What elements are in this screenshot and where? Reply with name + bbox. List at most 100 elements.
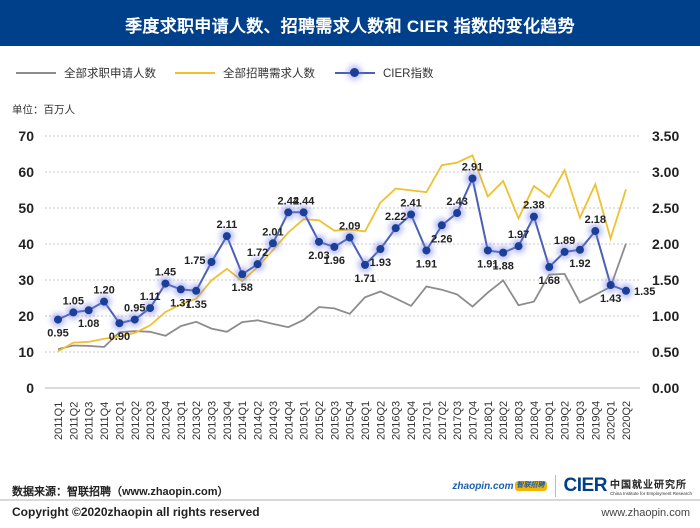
unit-label: 单位：百万人 [12, 104, 75, 116]
x-tick-label: 2015Q4 [345, 401, 357, 440]
cier-marker [422, 246, 431, 255]
x-tick-label: 2016Q2 [375, 401, 387, 440]
chart-header: 季度求职申请人数、招聘需求人数和 CIER 指数的变化趋势 [0, 0, 700, 46]
y2-tick-label: 2.00 [652, 236, 679, 252]
cier-data-label: 2.03 [308, 250, 329, 262]
grid-lines [45, 135, 640, 389]
cier-marker [284, 208, 293, 217]
cier-data-label: 0.95 [47, 328, 68, 340]
y-tick-label: 60 [18, 164, 34, 180]
cier-marker [545, 263, 554, 272]
cier-marker [407, 210, 416, 219]
x-tick-label: 2012Q2 [130, 401, 142, 440]
cier-data-label: 2.09 [339, 221, 360, 233]
y-tick-label: 30 [18, 272, 34, 288]
cier-data-label: 1.72 [247, 247, 268, 259]
x-tick-label: 2019Q4 [590, 401, 602, 440]
y-tick-label: 0 [26, 380, 34, 396]
cier-data-label: 1.75 [184, 255, 205, 267]
logo-separator [554, 475, 556, 497]
y2-tick-label: 1.00 [652, 308, 679, 324]
y2-tick-label: 3.50 [652, 128, 679, 144]
cier-marker [606, 281, 615, 290]
cier-marker [361, 260, 370, 269]
cier-data-label: 1.35 [634, 286, 655, 298]
cier-data-label: 1.88 [492, 261, 513, 273]
cier-data-label: 1.45 [155, 267, 176, 279]
y-axis-left: 0 10 20 30 40 50 60 70 [18, 128, 34, 396]
x-tick-label: 2011Q2 [68, 402, 80, 440]
x-tick-label: 2014Q4 [283, 401, 295, 440]
chart-title: 季度求职申请人数、招聘需求人数和 CIER 指数的变化趋势 [125, 17, 575, 36]
x-tick-label: 2015Q1 [299, 401, 311, 440]
cier-marker [299, 208, 308, 217]
cier-marker [54, 315, 62, 324]
x-tick-label: 2013Q2 [191, 401, 203, 440]
line-applicants [57, 243, 627, 350]
cier-data-label: 1.37 [170, 297, 191, 309]
x-tick-label: 2018Q1 [483, 401, 495, 440]
cier-data-label: 1.89 [554, 235, 575, 247]
legend-label-demand: 全部招聘需求人数 [223, 68, 315, 80]
x-tick-label: 2018Q4 [529, 401, 541, 440]
cier-data-label: 0.90 [109, 331, 130, 343]
cier-data-label: 2.18 [585, 214, 606, 226]
cier-marker [483, 246, 492, 255]
legend-swatch-demand [175, 72, 215, 74]
cier-marker [529, 212, 538, 221]
x-tick-label: 2011Q4 [99, 402, 111, 440]
cier-marker [391, 224, 400, 233]
cier-data-label: 1.08 [78, 318, 99, 330]
x-tick-label: 2019Q1 [544, 401, 556, 440]
cier-logo: CIER 中国就业研究所 China Institute for Employm… [564, 475, 692, 497]
x-axis: 2011Q1 2011Q2 2011Q3 2011Q4 2012Q1 2012Q2 2012… [53, 401, 633, 440]
zhaopin-logo: zhaopin.com 智联招聘 [452, 481, 547, 492]
cier-data-label: 2.11 [216, 219, 237, 231]
footer-divider [0, 499, 700, 501]
x-tick-label: 2020Q1 [606, 401, 618, 440]
cier-data-label: 1.20 [93, 285, 114, 297]
x-tick-label: 2017Q3 [452, 401, 464, 440]
cier-marker [100, 297, 109, 306]
x-tick-label: 2011Q3 [84, 402, 96, 440]
legend-swatch-applicants [16, 72, 56, 74]
cier-marker [376, 245, 385, 254]
x-tick-label: 2012Q3 [145, 401, 157, 440]
cier-marker [253, 260, 262, 269]
legend-item-demand: 全部招聘需求人数 [175, 65, 315, 81]
legend-marker-cier [350, 68, 359, 77]
x-tick-label: 2012Q1 [114, 401, 126, 440]
x-tick-label: 2017Q1 [421, 401, 433, 440]
cier-markers [51, 171, 633, 331]
cier-marker [560, 247, 569, 256]
y-axis-right: 0.00 0.50 1.00 1.50 2.00 2.50 3.00 3.50 [652, 128, 679, 396]
line-chart: 0 10 20 30 40 50 60 70 0.00 0.50 1.00 1.50 2.00 2.50… [18, 128, 679, 440]
x-tick-label: 2015Q3 [329, 401, 341, 440]
zhaopin-logo-badge: 智联招聘 [514, 481, 547, 491]
cier-data-label: 1.96 [324, 255, 345, 267]
x-tick-label: 2012Q4 [160, 401, 172, 440]
cier-data-label: 2.38 [523, 200, 544, 212]
cier-logo-en: China Institute for Employment Research [609, 491, 692, 496]
cier-marker [84, 306, 93, 315]
y-tick-label: 70 [18, 128, 34, 144]
cier-marker [207, 258, 216, 266]
cier-marker [622, 286, 630, 295]
logos: zhaopin.com 智联招聘 CIER 中国就业研究所 China Inst… [452, 474, 692, 498]
cier-data-label: 2.44 [278, 195, 300, 207]
cier-logo-cn: 中国就业研究所 [609, 480, 687, 491]
y2-tick-label: 1.50 [652, 272, 679, 288]
legend-swatch-cier [335, 68, 375, 77]
cier-data-label: 2.43 [446, 196, 467, 208]
x-tick-label: 2017Q4 [467, 401, 479, 440]
legend-label-applicants: 全部求职申请人数 [64, 68, 156, 80]
y2-tick-label: 0.50 [652, 344, 679, 360]
cier-marker [115, 319, 124, 328]
cier-data-label: 1.58 [232, 282, 253, 294]
x-tick-label: 2013Q1 [176, 401, 188, 440]
cier-marker [69, 308, 78, 317]
cier-marker [268, 239, 277, 248]
y-tick-label: 20 [18, 308, 34, 324]
cier-data-label: 1.68 [539, 275, 560, 287]
x-tick-label: 2015Q2 [314, 401, 326, 440]
